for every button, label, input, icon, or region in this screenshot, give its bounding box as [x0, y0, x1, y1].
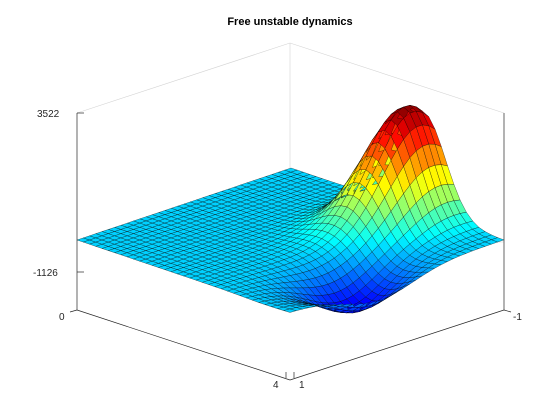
y-tick-neg1 [503, 309, 512, 313]
z-tick-label-top: 3522 [37, 109, 60, 120]
x-axis-line [289, 309, 505, 381]
tick-marks [69, 112, 512, 378]
chart-title: Free unstable dynamics [227, 16, 352, 28]
y-tick-0 [69, 309, 78, 313]
x-tick-label-1: 1 [299, 380, 305, 391]
y-tick-label-neg1: -1 [513, 312, 522, 323]
y-tick-label-0: 0 [59, 312, 65, 323]
z-tick-label-bottom: -1126 [33, 268, 58, 279]
surface-mesh [76, 104, 505, 314]
x-tick-label-4: 4 [273, 380, 279, 391]
front-axes [76, 113, 505, 381]
y-axis-line [76, 309, 291, 381]
